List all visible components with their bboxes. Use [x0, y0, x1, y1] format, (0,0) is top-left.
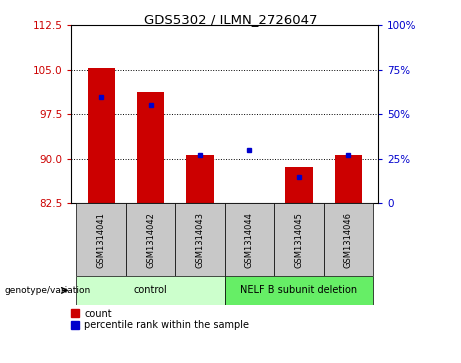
Bar — [225, 203, 274, 276]
Bar — [175, 203, 225, 276]
Text: GSM1314045: GSM1314045 — [295, 212, 303, 268]
Text: control: control — [134, 285, 167, 295]
Text: GSM1314046: GSM1314046 — [344, 212, 353, 268]
Text: GSM1314044: GSM1314044 — [245, 212, 254, 268]
Bar — [274, 203, 324, 276]
Bar — [285, 167, 313, 203]
Text: NELF B subunit deletion: NELF B subunit deletion — [240, 285, 357, 295]
Bar — [126, 203, 175, 276]
Text: GDS5302 / ILMN_2726047: GDS5302 / ILMN_2726047 — [144, 13, 317, 26]
Bar — [324, 203, 373, 276]
Bar — [77, 276, 225, 305]
Bar — [335, 155, 362, 203]
Bar — [137, 93, 164, 203]
Legend: count, percentile rank within the sample: count, percentile rank within the sample — [71, 309, 249, 330]
Text: GSM1314043: GSM1314043 — [195, 212, 205, 268]
Bar — [77, 203, 126, 276]
Bar — [225, 276, 373, 305]
Text: genotype/variation: genotype/variation — [5, 286, 91, 295]
Bar — [186, 155, 213, 203]
Bar — [88, 68, 115, 203]
Text: GSM1314042: GSM1314042 — [146, 212, 155, 268]
Text: GSM1314041: GSM1314041 — [97, 212, 106, 268]
